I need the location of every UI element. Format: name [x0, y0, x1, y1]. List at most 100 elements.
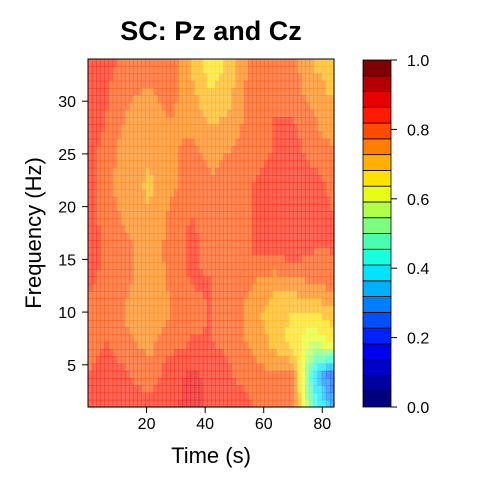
heatmap-cell [264, 189, 269, 198]
heatmap-cell [260, 341, 265, 350]
heatmap-cell [305, 160, 310, 169]
heatmap-cell [153, 334, 159, 343]
heatmap-cell [182, 218, 187, 227]
heatmap-cell [288, 88, 294, 96]
heatmap-cell [194, 312, 200, 321]
heatmap-cell [100, 211, 105, 220]
heatmap-cell [268, 109, 274, 118]
heatmap-cell [120, 117, 126, 125]
heatmap-cell [100, 356, 105, 365]
heatmap-cell [301, 349, 306, 357]
heatmap-cell [317, 80, 323, 89]
heatmap-cell [297, 196, 302, 205]
heatmap-cell [317, 370, 323, 379]
heatmap-cell [120, 392, 126, 401]
heatmap-cell [325, 269, 331, 278]
heatmap-cell [149, 327, 155, 336]
heatmap-cell [329, 211, 335, 220]
heatmap-cell [235, 378, 241, 386]
heatmap-cell [325, 399, 331, 408]
heatmap-cell [153, 399, 159, 408]
heatmap-cell [174, 233, 179, 241]
heatmap-cell [264, 160, 269, 169]
heatmap-cell [211, 102, 216, 111]
heatmap-cell [96, 66, 101, 75]
heatmap-cell [235, 320, 241, 328]
heatmap-cell [137, 196, 142, 205]
plot-area [87, 58, 335, 408]
heatmap-cell [92, 276, 97, 285]
heatmap-cell [178, 399, 183, 408]
heatmap-cell [178, 182, 183, 191]
heatmap-cell [211, 341, 216, 350]
heatmap-cell [157, 167, 163, 176]
heatmap-cell [260, 283, 265, 292]
heatmap-cell [153, 73, 159, 82]
heatmap-cell [313, 182, 319, 191]
heatmap-cell [104, 399, 110, 408]
heatmap-cell [293, 233, 298, 241]
heatmap-cell [157, 73, 163, 82]
heatmap-cell [202, 305, 208, 314]
heatmap-cell [231, 385, 237, 394]
heatmap-cell [124, 73, 130, 82]
heatmap-cell [129, 283, 134, 292]
heatmap-cell [174, 240, 179, 249]
heatmap-cell [124, 262, 130, 270]
heatmap-cell [284, 88, 290, 96]
heatmap-cell [280, 124, 286, 133]
heatmap-cell [104, 356, 110, 365]
colorbar-tick-label: 0.2 [407, 331, 429, 348]
heatmap-cell [243, 109, 249, 118]
heatmap-cell [243, 378, 249, 386]
heatmap-cell [145, 88, 151, 96]
heatmap-cell [182, 298, 187, 307]
heatmap-cell [104, 392, 110, 401]
heatmap-cell [165, 262, 171, 270]
heatmap-cell [141, 378, 146, 386]
heatmap-cell [309, 167, 315, 176]
heatmap-cell [293, 298, 298, 307]
heatmap-cell [317, 283, 323, 292]
heatmap-cell [104, 254, 110, 263]
heatmap-cell [190, 80, 196, 89]
heatmap-cell [231, 167, 237, 176]
heatmap-cell [280, 370, 286, 379]
heatmap-cell [239, 124, 245, 133]
heatmap-cell [288, 291, 294, 299]
heatmap-cell [100, 117, 105, 125]
heatmap-cell [313, 218, 319, 227]
heatmap-cell [239, 385, 245, 394]
heatmap-cell [100, 349, 105, 357]
heatmap-cell [198, 109, 204, 118]
heatmap-cell [321, 341, 327, 350]
heatmap-cell [325, 305, 331, 314]
heatmap-cell [227, 117, 233, 125]
heatmap-cell [321, 276, 327, 285]
heatmap-cell [309, 160, 315, 169]
heatmap-cell [92, 146, 97, 154]
heatmap-cell [206, 233, 212, 241]
heatmap-cell [297, 80, 302, 89]
heatmap-cell [231, 189, 237, 198]
heatmap-cell [227, 95, 233, 104]
heatmap-cell [174, 262, 179, 270]
heatmap-cell [88, 363, 93, 372]
heatmap-cell [247, 182, 253, 191]
heatmap-cell [112, 254, 118, 263]
heatmap-cell [174, 392, 179, 401]
heatmap-cell [280, 146, 286, 154]
heatmap-cell [153, 283, 159, 292]
heatmap-cell [157, 204, 163, 212]
heatmap-cell [293, 240, 298, 249]
heatmap-cell [104, 378, 110, 386]
heatmap-cell [305, 196, 310, 205]
heatmap-cell [190, 370, 196, 379]
heatmap-cell [215, 356, 220, 365]
heatmap-cell [239, 153, 245, 162]
heatmap-cell [284, 153, 290, 162]
heatmap-cell [313, 262, 319, 270]
heatmap-cell [264, 211, 269, 220]
heatmap-cell [211, 254, 216, 263]
heatmap-cell [124, 312, 130, 321]
